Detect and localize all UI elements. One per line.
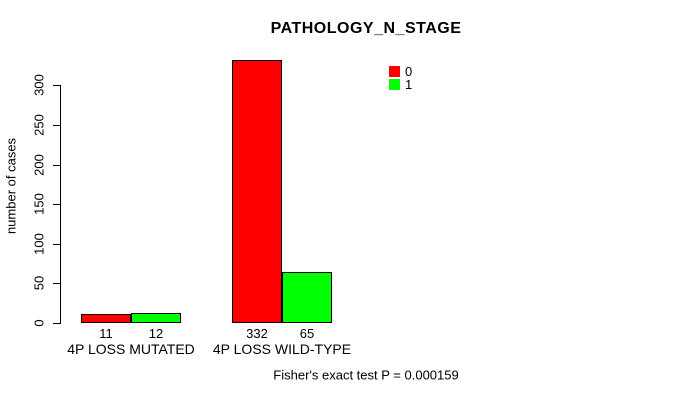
legend-item: 0 [389,64,413,79]
y-tick [53,204,60,205]
chart-title: PATHOLOGY_N_STAGE [270,20,462,37]
y-tick [53,323,60,324]
bar [81,314,131,323]
bar [131,313,181,323]
legend-label: 1 [405,77,413,92]
y-tick [53,85,60,86]
y-tick-label: 100 [31,233,47,255]
y-tick [53,283,60,284]
y-tick [53,165,60,166]
footnote: Fisher's exact test P = 0.000159 [273,367,459,383]
legend-label: 0 [405,64,413,79]
y-tick-label: 300 [31,74,47,96]
y-tick-label: 50 [31,275,47,291]
bar [232,60,282,323]
legend-swatch [389,79,400,90]
y-tick-label: 150 [31,193,47,215]
bar-value-label: 12 [148,326,164,341]
legend-swatch [389,66,400,77]
y-tick [53,244,60,245]
y-tick-label: 250 [31,114,47,136]
x-category-label: 4P LOSS MUTATED [67,341,195,357]
y-tick-label: 0 [31,319,47,327]
legend-item: 1 [389,77,413,92]
y-axis-line [60,85,61,324]
bar-value-label: 65 [299,326,315,341]
x-category-label: 4P LOSS WILD-TYPE [212,341,352,357]
bar-value-label: 332 [246,326,268,341]
bar [282,272,332,323]
y-tick [53,125,60,126]
y-tick-label: 200 [31,154,47,176]
bar-value-label: 11 [99,326,113,341]
